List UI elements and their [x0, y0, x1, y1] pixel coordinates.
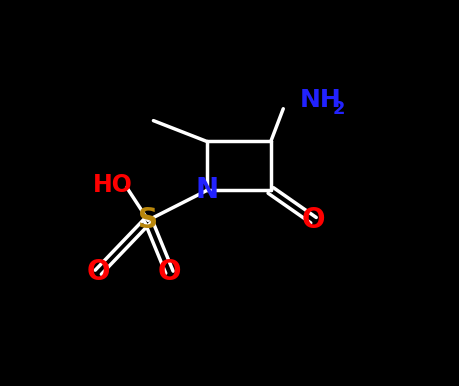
- Text: NH: NH: [299, 88, 341, 112]
- Text: O: O: [87, 258, 110, 286]
- Text: S: S: [138, 206, 158, 234]
- Text: N: N: [195, 176, 218, 205]
- Text: O: O: [158, 258, 181, 286]
- Text: O: O: [302, 206, 325, 234]
- Text: HO: HO: [93, 173, 133, 196]
- Text: 2: 2: [333, 100, 346, 118]
